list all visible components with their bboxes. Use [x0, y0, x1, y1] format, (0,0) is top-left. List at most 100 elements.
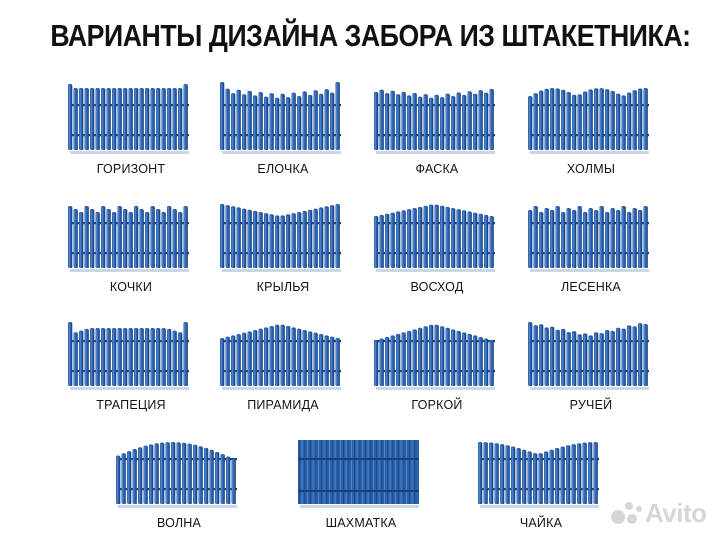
fence-picket [112, 328, 117, 386]
fence-variant-lesenka: ЛЕСЕНКА [526, 196, 656, 294]
fence-picket [264, 96, 269, 150]
fence-picket [528, 210, 533, 268]
fence-picket [456, 92, 461, 150]
fence-picket [451, 96, 456, 150]
fence-picket [483, 442, 488, 504]
fence-picket [236, 334, 241, 386]
fence-picket [156, 88, 161, 150]
fence-variant-volna: ВОЛНА [114, 432, 244, 530]
fence-picket [269, 93, 274, 150]
variant-label: ШАХМАТКА [325, 516, 397, 530]
fence-picket [258, 212, 263, 268]
fence-picket [225, 205, 230, 268]
fence-picket [489, 442, 494, 504]
fence-picket [297, 96, 302, 150]
fence-picket [236, 89, 241, 150]
fence-picket [286, 214, 291, 268]
fence-picket [307, 440, 308, 504]
fence-shadow [376, 387, 495, 390]
fence-picket [374, 92, 379, 150]
fence-picket [231, 93, 236, 150]
fence-picket [440, 205, 445, 268]
fence-picket [605, 89, 610, 150]
fence-picket [68, 206, 73, 268]
fence-picket [533, 453, 538, 504]
fence-illustration [374, 204, 495, 272]
fence-variant-ruchey: РУЧЕЙ [526, 314, 656, 412]
fence-picket [555, 88, 560, 150]
fence-picket [414, 440, 416, 504]
fence-picket [116, 455, 121, 504]
fence-picket [269, 214, 274, 268]
fence-picket [79, 330, 84, 386]
fence-picket [484, 338, 489, 386]
fence-picket [165, 442, 170, 504]
fence-picket [335, 338, 340, 386]
fence-picket [145, 328, 150, 386]
fence-picket [429, 204, 434, 268]
fence-illustration [220, 204, 341, 272]
fence-picket [627, 212, 632, 268]
fence-picket [90, 88, 95, 150]
fence-variant-piramida: ПИРАМИДА [218, 314, 348, 412]
fence-picket [533, 93, 538, 150]
fence-picket [456, 330, 461, 386]
fence-variant-trapeciya: ТРАПЕЦИЯ [66, 314, 196, 412]
fence-illustration [220, 324, 341, 390]
fence-picket [549, 449, 554, 504]
watermark-text: Avito [645, 498, 707, 528]
variant-label: ВОЛНА [156, 516, 202, 530]
variant-label: КРЫЛЬЯ [256, 280, 310, 294]
fence-picket [204, 447, 209, 504]
fence-illustration [528, 206, 649, 272]
fence-picket [582, 442, 587, 504]
fence-shadow [530, 269, 649, 272]
fence-picket [178, 212, 183, 268]
fence-picket [264, 327, 269, 386]
variant-label: КОЧКИ [109, 280, 153, 294]
fence-picket [566, 332, 571, 386]
fence-picket [627, 325, 632, 386]
fence-picket [187, 443, 192, 504]
fence-picket [117, 206, 122, 268]
fence-picket [134, 88, 139, 150]
fence-variant-shahmatka: ШАХМАТКА [296, 432, 426, 530]
fence-picket [407, 95, 412, 150]
fence-picket [231, 335, 236, 386]
fence-picket [385, 336, 390, 386]
fence-rail [298, 458, 419, 460]
fence-picket [101, 206, 106, 268]
fence-illustration [528, 322, 649, 390]
fence-picket [280, 215, 285, 268]
fence-picket [359, 440, 361, 504]
fence-picket [400, 440, 402, 504]
fence-illustration [68, 206, 189, 272]
fence-picket [473, 212, 478, 268]
fence-picket [156, 328, 161, 386]
fence-illustration [298, 440, 419, 508]
fence-picket [621, 95, 626, 150]
fence-picket [605, 212, 610, 268]
fence-picket [79, 212, 84, 268]
fence-picket [440, 97, 445, 150]
fence-picket [145, 212, 150, 268]
fence-picket [247, 331, 252, 386]
fence-picket [340, 440, 341, 504]
fence-picket [117, 328, 122, 386]
fence-picket [528, 322, 533, 386]
variant-label: РУЧЕЙ [569, 398, 613, 412]
fence-picket [128, 88, 133, 150]
fence-picket [467, 333, 472, 386]
fence-illustration [68, 322, 189, 390]
fence-picket [106, 209, 111, 268]
fence-picket [374, 216, 379, 268]
fence-picket [389, 440, 391, 504]
fence-picket [178, 332, 183, 386]
fence-picket [275, 97, 280, 150]
fence-picket [182, 442, 187, 504]
fence-variant-elochka: ЕЛОЧКА [218, 78, 348, 176]
fence-picket [313, 90, 318, 150]
fence-picket [381, 440, 383, 504]
fence-picket [172, 88, 177, 150]
fence-picket [412, 329, 417, 386]
